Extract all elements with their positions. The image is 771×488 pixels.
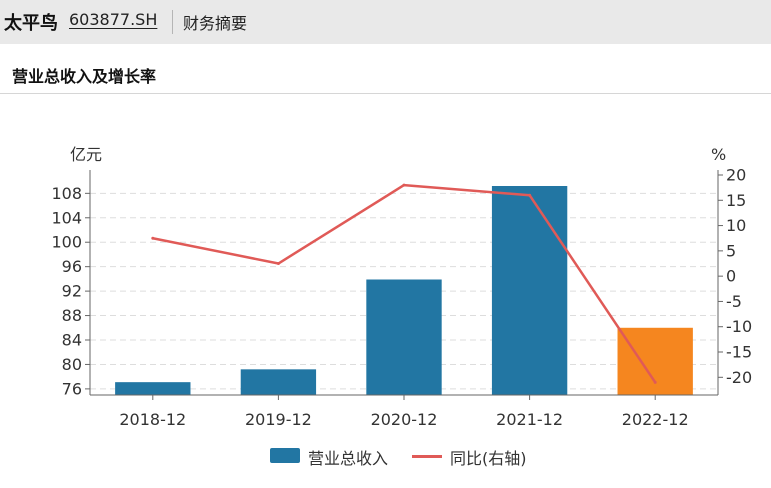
right-tick-label-6: 10 xyxy=(726,216,746,235)
left-tick-label-1: 80 xyxy=(62,355,82,374)
panel-title: 营业总收入及增长率 xyxy=(12,67,157,86)
x-tick-label-1: 2019-12 xyxy=(245,410,312,429)
x-tick-label-3: 2021-12 xyxy=(496,410,563,429)
legend-swatch-revenue xyxy=(270,448,300,463)
top-bar: 太平鸟 603877.SH 财务摘要 xyxy=(0,0,771,44)
yoy-point-2020-12 xyxy=(402,183,406,187)
left-tick-label-2: 84 xyxy=(62,331,82,350)
left-tick-label-3: 88 xyxy=(62,306,82,325)
axis-layer: 76 80 84 88 92 96 100 104 108 -20 -15 -10 -5 0 5 10 15 20… xyxy=(51,166,752,430)
right-tick-label-3: -5 xyxy=(726,292,742,311)
right-tick-label-0: -20 xyxy=(726,368,752,387)
stock-code-link[interactable]: 603877.SH xyxy=(69,10,158,29)
bar-2021-12 xyxy=(491,186,568,395)
legend-item-yoy[interactable]: 同比(右轴) xyxy=(412,444,552,468)
panel-header: 营业总收入及增长率 xyxy=(0,50,771,94)
legend-item-revenue[interactable]: 营业总收入 xyxy=(270,444,410,468)
right-tick-label-7: 15 xyxy=(726,191,746,210)
right-axis-unit: % xyxy=(711,145,726,164)
legend-label-revenue: 营业总收入 xyxy=(308,449,389,468)
header-divider xyxy=(172,10,173,34)
chart-legend: 营业总收入 同比(右轴) xyxy=(0,444,771,468)
left-tick-label-6: 100 xyxy=(51,233,82,252)
bar-layer xyxy=(115,186,693,395)
legend-label-yoy: 同比(右轴) xyxy=(450,449,527,468)
stock-name[interactable]: 太平鸟 xyxy=(4,13,58,34)
right-tick-label-8: 20 xyxy=(726,166,746,185)
right-tick-label-2: -10 xyxy=(726,317,752,336)
x-tick-label-2: 2020-12 xyxy=(371,410,438,429)
legend-swatch-yoy xyxy=(412,455,442,458)
right-tick-label-1: -15 xyxy=(726,343,752,362)
left-tick-label-4: 92 xyxy=(62,282,82,301)
left-tick-label-5: 96 xyxy=(62,257,82,276)
left-axis-unit: 亿元 xyxy=(70,145,102,164)
bar-2019-12 xyxy=(240,369,317,395)
bar-2020-12 xyxy=(366,279,442,395)
left-tick-label-0: 76 xyxy=(62,379,82,398)
x-tick-label-4: 2022-12 xyxy=(622,410,689,429)
x-tick-label-0: 2018-12 xyxy=(119,410,186,429)
yoy-point-2022-12 xyxy=(653,380,657,384)
yoy-point-2021-12 xyxy=(528,193,532,197)
bar-2022-12 xyxy=(617,327,693,395)
yoy-point-2018-12 xyxy=(151,236,155,240)
left-tick-label-8: 108 xyxy=(51,184,82,203)
line-layer xyxy=(151,183,657,384)
tab-financial-summary[interactable]: 财务摘要 xyxy=(183,14,248,33)
bar-2018-12 xyxy=(115,382,191,395)
right-tick-label-4: 0 xyxy=(726,267,736,286)
yoy-point-2019-12 xyxy=(276,262,280,266)
revenue-growth-chart: 76 80 84 88 92 96 100 104 108 -20 -15 -10 -5 0 5 10 15 20… xyxy=(51,145,752,430)
right-tick-label-5: 5 xyxy=(726,241,736,260)
left-tick-label-7: 104 xyxy=(51,208,82,227)
